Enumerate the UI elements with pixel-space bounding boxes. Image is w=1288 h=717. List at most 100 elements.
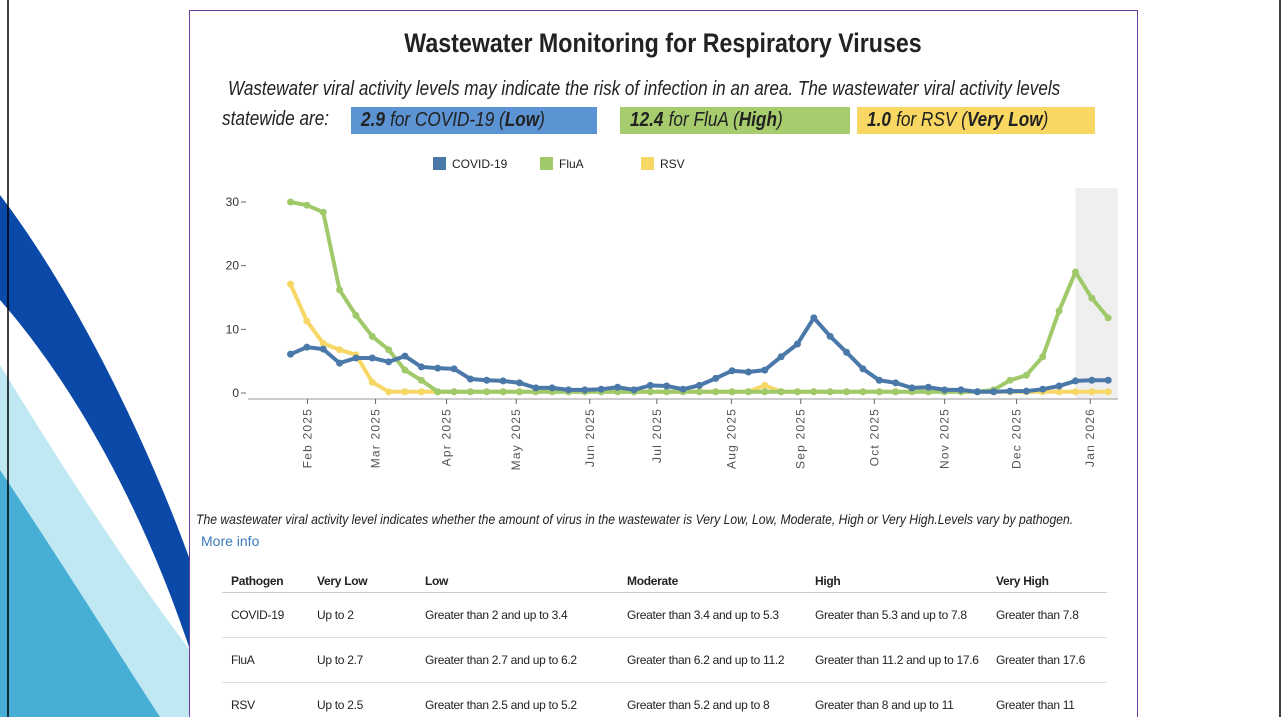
note: The wastewater viral activity level indi… bbox=[196, 511, 1074, 527]
point bbox=[499, 388, 507, 396]
point bbox=[450, 365, 458, 373]
point bbox=[1088, 294, 1096, 302]
point bbox=[826, 388, 834, 396]
point bbox=[483, 388, 491, 396]
point bbox=[336, 346, 344, 354]
point bbox=[1104, 376, 1112, 384]
point bbox=[777, 388, 785, 396]
point bbox=[1071, 388, 1079, 396]
point bbox=[1006, 376, 1014, 384]
table-cell: Up to 2.5 bbox=[308, 682, 416, 717]
point bbox=[401, 366, 409, 374]
point bbox=[368, 378, 376, 386]
point bbox=[826, 332, 834, 340]
point bbox=[695, 381, 703, 389]
level-label: for RSV ( bbox=[896, 109, 967, 131]
table-cell: Up to 2.7 bbox=[308, 637, 416, 683]
chart: 0 10 20 30 Feb 2025 Mar 2025 Apr 2025 May 2025 J… bbox=[226, 157, 1118, 470]
table-cell: Greater than 2 and up to 3.4 bbox=[416, 592, 618, 638]
point bbox=[793, 388, 801, 396]
point bbox=[1088, 376, 1096, 384]
point bbox=[892, 388, 900, 396]
point bbox=[614, 383, 622, 391]
x-tick-label: May 2025 bbox=[509, 408, 523, 470]
table-cell: FluA bbox=[222, 637, 308, 683]
highlight-band bbox=[1075, 188, 1118, 399]
point bbox=[712, 374, 720, 382]
level-box: 2.9 for COVID-19 (Low) bbox=[351, 107, 597, 134]
point bbox=[892, 379, 900, 387]
point bbox=[843, 348, 851, 356]
column-header: Low bbox=[416, 570, 618, 593]
point bbox=[515, 388, 523, 396]
point bbox=[352, 354, 360, 362]
point bbox=[303, 201, 311, 209]
point bbox=[843, 388, 851, 396]
level-label: for FluA ( bbox=[668, 109, 739, 131]
point bbox=[761, 388, 769, 396]
point bbox=[646, 388, 654, 396]
point bbox=[368, 332, 376, 340]
level-text: 1.0 for RSV (Very Low) bbox=[867, 109, 1048, 132]
legend-swatch bbox=[641, 157, 654, 170]
column-header: Pathogen bbox=[222, 570, 308, 593]
x-tick-label: Sep 2025 bbox=[794, 408, 808, 469]
x-tick-label: Nov 2025 bbox=[938, 408, 952, 469]
point bbox=[695, 388, 703, 396]
level-text: 2.9 for COVID-19 (Low) bbox=[361, 109, 545, 132]
legend-label: FluA bbox=[559, 157, 584, 171]
point bbox=[1055, 388, 1063, 396]
point bbox=[417, 363, 425, 371]
table-cell: Greater than 11 bbox=[987, 682, 1107, 717]
table-cell: Greater than 2.7 and up to 6.2 bbox=[416, 637, 618, 683]
lead-text: statewide are: bbox=[222, 108, 330, 130]
point bbox=[434, 364, 442, 372]
table-row: RSV Up to 2.5 Greater than 2.5 and up to 5… bbox=[222, 682, 1107, 717]
legend-swatch bbox=[540, 157, 553, 170]
point bbox=[287, 280, 295, 288]
level-name: Very Low bbox=[966, 109, 1043, 131]
table-cell: Greater than 7.8 bbox=[987, 592, 1107, 638]
table-cell: Greater than 5.2 and up to 8 bbox=[618, 682, 806, 717]
point bbox=[793, 340, 801, 348]
point bbox=[385, 388, 393, 396]
point bbox=[875, 388, 883, 396]
point bbox=[859, 365, 867, 373]
point bbox=[728, 367, 736, 375]
legend-label: RSV bbox=[660, 157, 685, 171]
point bbox=[990, 388, 998, 396]
point bbox=[319, 339, 327, 347]
point bbox=[957, 386, 965, 394]
level-label: for COVID-19 ( bbox=[390, 109, 505, 131]
point bbox=[581, 386, 589, 394]
point bbox=[859, 388, 867, 396]
y-tick-label: 0 bbox=[232, 386, 239, 400]
x-tick-label: Jul 2025 bbox=[650, 408, 664, 463]
point bbox=[336, 286, 344, 294]
column-header: High bbox=[806, 570, 987, 593]
point bbox=[1039, 353, 1047, 361]
x-tick-label: Dec 2025 bbox=[1010, 408, 1024, 469]
point bbox=[761, 366, 769, 374]
point bbox=[973, 388, 981, 396]
table-row: FluA Up to 2.7 Greater than 2.7 and up to … bbox=[222, 637, 1107, 683]
point bbox=[368, 354, 376, 362]
point bbox=[319, 208, 327, 216]
point bbox=[287, 350, 295, 358]
level-value: 1.0 bbox=[867, 109, 891, 131]
point bbox=[630, 386, 638, 394]
table-cell: Greater than 8 and up to 11 bbox=[806, 682, 987, 717]
level-name: Low bbox=[504, 109, 540, 131]
point bbox=[1022, 371, 1030, 379]
more-info-link[interactable]: More info bbox=[201, 533, 260, 549]
table-row: COVID-19 Up to 2 Greater than 2 and up to … bbox=[222, 592, 1107, 638]
level-value: 12.4 bbox=[630, 109, 664, 131]
point bbox=[336, 359, 344, 367]
point bbox=[1055, 382, 1063, 390]
point bbox=[924, 383, 932, 391]
table-header-row: Pathogen Very Low Low Moderate High Very High bbox=[222, 570, 1107, 593]
point bbox=[417, 376, 425, 384]
level-end: ) bbox=[1042, 109, 1049, 131]
